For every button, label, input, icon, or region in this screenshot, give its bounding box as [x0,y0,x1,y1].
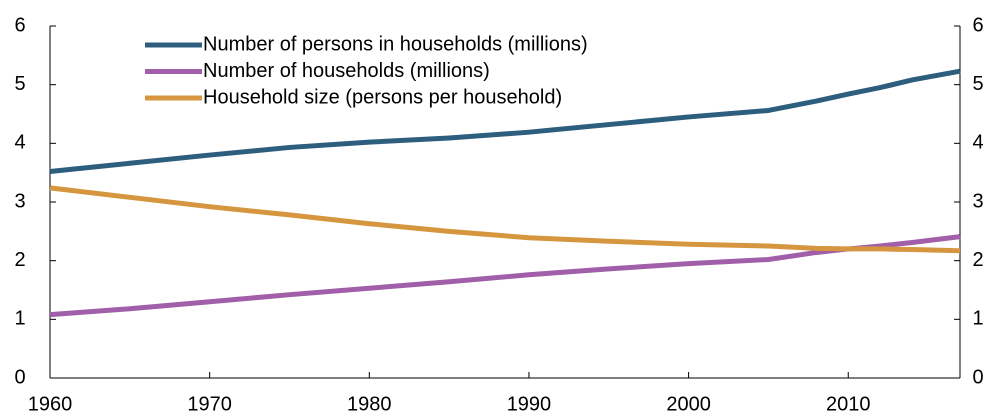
legend-label: Number of persons in households (million… [203,33,588,55]
y-tick-label: 5 [14,73,25,95]
x-tick-label: 1970 [187,393,232,415]
y2-tick-label: 1 [972,308,983,330]
y-tick-label: 3 [14,190,25,212]
y-tick-label: 2 [14,249,25,271]
y2-tick-label: 2 [972,249,983,271]
series-line [49,185,961,254]
legend-label: Household size (persons per household) [203,86,562,108]
y-tick-label: 0 [14,366,25,388]
y-tick-label: 4 [14,132,25,154]
x-tick-label: 2010 [826,393,871,415]
y2-tick-label: 0 [972,366,983,388]
y-tick-label: 1 [14,308,25,330]
y2-tick-label: 3 [972,190,983,212]
y2-tick-label: 4 [972,132,983,154]
y2-tick-label: 5 [972,73,983,95]
x-tick-label: 2000 [666,393,711,415]
y2-tick-label: 6 [972,14,983,36]
series-line [49,68,961,174]
x-tick-label: 1980 [347,393,392,415]
y-tick-label: 6 [14,14,25,36]
legend-label: Number of households (millions) [203,60,490,82]
x-tick-label: 1960 [28,393,73,415]
x-tick-label: 1990 [507,393,552,415]
